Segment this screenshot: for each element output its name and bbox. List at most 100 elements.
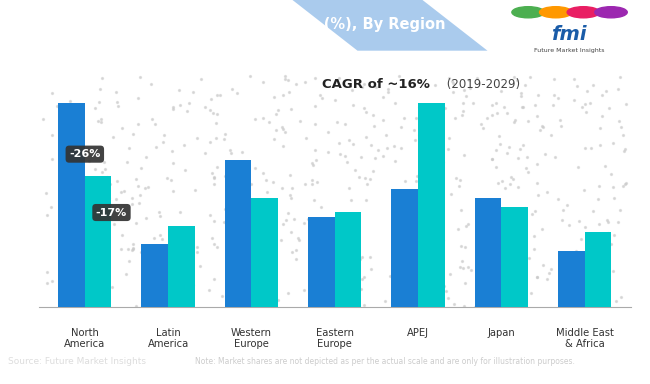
Point: [187, 89, 198, 95]
Point: [463, 221, 473, 227]
Point: [99, 199, 109, 205]
Point: [316, 296, 326, 302]
Point: [165, 266, 176, 273]
Point: [532, 161, 542, 167]
Point: [339, 268, 350, 274]
Point: [168, 188, 178, 194]
Point: [263, 119, 274, 125]
Point: [346, 86, 357, 93]
Point: [300, 78, 310, 84]
Point: [209, 175, 219, 181]
Point: [131, 176, 141, 182]
Point: [523, 169, 534, 175]
Point: [512, 217, 523, 223]
Point: [216, 293, 227, 299]
Point: [595, 142, 605, 148]
Point: [122, 271, 132, 277]
Point: [154, 232, 164, 238]
Point: [117, 232, 127, 238]
Point: [108, 134, 118, 140]
Point: [521, 165, 531, 171]
Point: [344, 185, 354, 191]
Point: [502, 110, 512, 116]
Point: [291, 247, 302, 253]
Point: [258, 227, 268, 233]
Point: [135, 192, 145, 198]
Point: [315, 92, 325, 98]
Point: [436, 213, 446, 219]
Point: [291, 81, 301, 88]
Point: [581, 109, 592, 115]
Point: [356, 154, 367, 160]
Point: [520, 253, 530, 259]
Point: [586, 145, 596, 151]
Point: [620, 181, 630, 187]
Point: [273, 107, 283, 113]
Point: [283, 89, 294, 95]
Point: [532, 273, 543, 280]
Point: [357, 276, 367, 282]
Point: [577, 104, 588, 110]
Point: [382, 86, 393, 92]
Point: [360, 175, 370, 181]
Point: [390, 100, 400, 106]
Point: [582, 275, 592, 281]
Point: [224, 212, 235, 218]
Point: [287, 185, 297, 192]
Point: [203, 287, 214, 293]
Point: [102, 174, 112, 180]
Point: [370, 84, 381, 91]
Point: [399, 178, 410, 184]
Point: [445, 271, 456, 277]
Point: [600, 295, 610, 301]
Point: [580, 145, 590, 151]
Point: [346, 197, 356, 204]
Point: [549, 76, 559, 82]
Point: [162, 175, 172, 181]
Point: [455, 264, 465, 270]
Point: [280, 73, 291, 79]
Point: [582, 88, 592, 94]
Point: [173, 286, 183, 292]
Point: [237, 149, 247, 155]
Circle shape: [512, 7, 545, 18]
Point: [450, 175, 461, 181]
Point: [146, 81, 157, 88]
Point: [569, 76, 579, 82]
Point: [209, 174, 219, 180]
Point: [532, 92, 543, 98]
Point: [301, 135, 311, 141]
Point: [333, 74, 344, 81]
Point: [388, 143, 398, 149]
Point: [569, 96, 579, 103]
Point: [116, 246, 126, 252]
Point: [437, 159, 448, 166]
Point: [340, 121, 350, 127]
Point: [468, 99, 478, 106]
Point: [77, 218, 87, 224]
Point: [453, 226, 463, 232]
Point: [212, 244, 222, 250]
Point: [361, 109, 371, 115]
Point: [525, 74, 535, 81]
Point: [478, 125, 488, 131]
Point: [572, 83, 582, 89]
Point: [157, 139, 168, 145]
Point: [315, 245, 325, 251]
Point: [99, 159, 109, 165]
Point: [42, 212, 52, 218]
Text: CAGR of ~16%: CAGR of ~16%: [322, 78, 430, 91]
Text: Source: Future Market Insights: Source: Future Market Insights: [8, 356, 146, 366]
Point: [456, 207, 466, 213]
Point: [461, 223, 471, 229]
Point: [55, 292, 65, 298]
Point: [618, 183, 629, 189]
Point: [227, 86, 237, 92]
Point: [128, 245, 138, 252]
Point: [175, 241, 185, 247]
Point: [382, 145, 393, 151]
Point: [105, 180, 115, 187]
Point: [571, 248, 581, 254]
Point: [173, 281, 183, 287]
Point: [411, 115, 421, 121]
